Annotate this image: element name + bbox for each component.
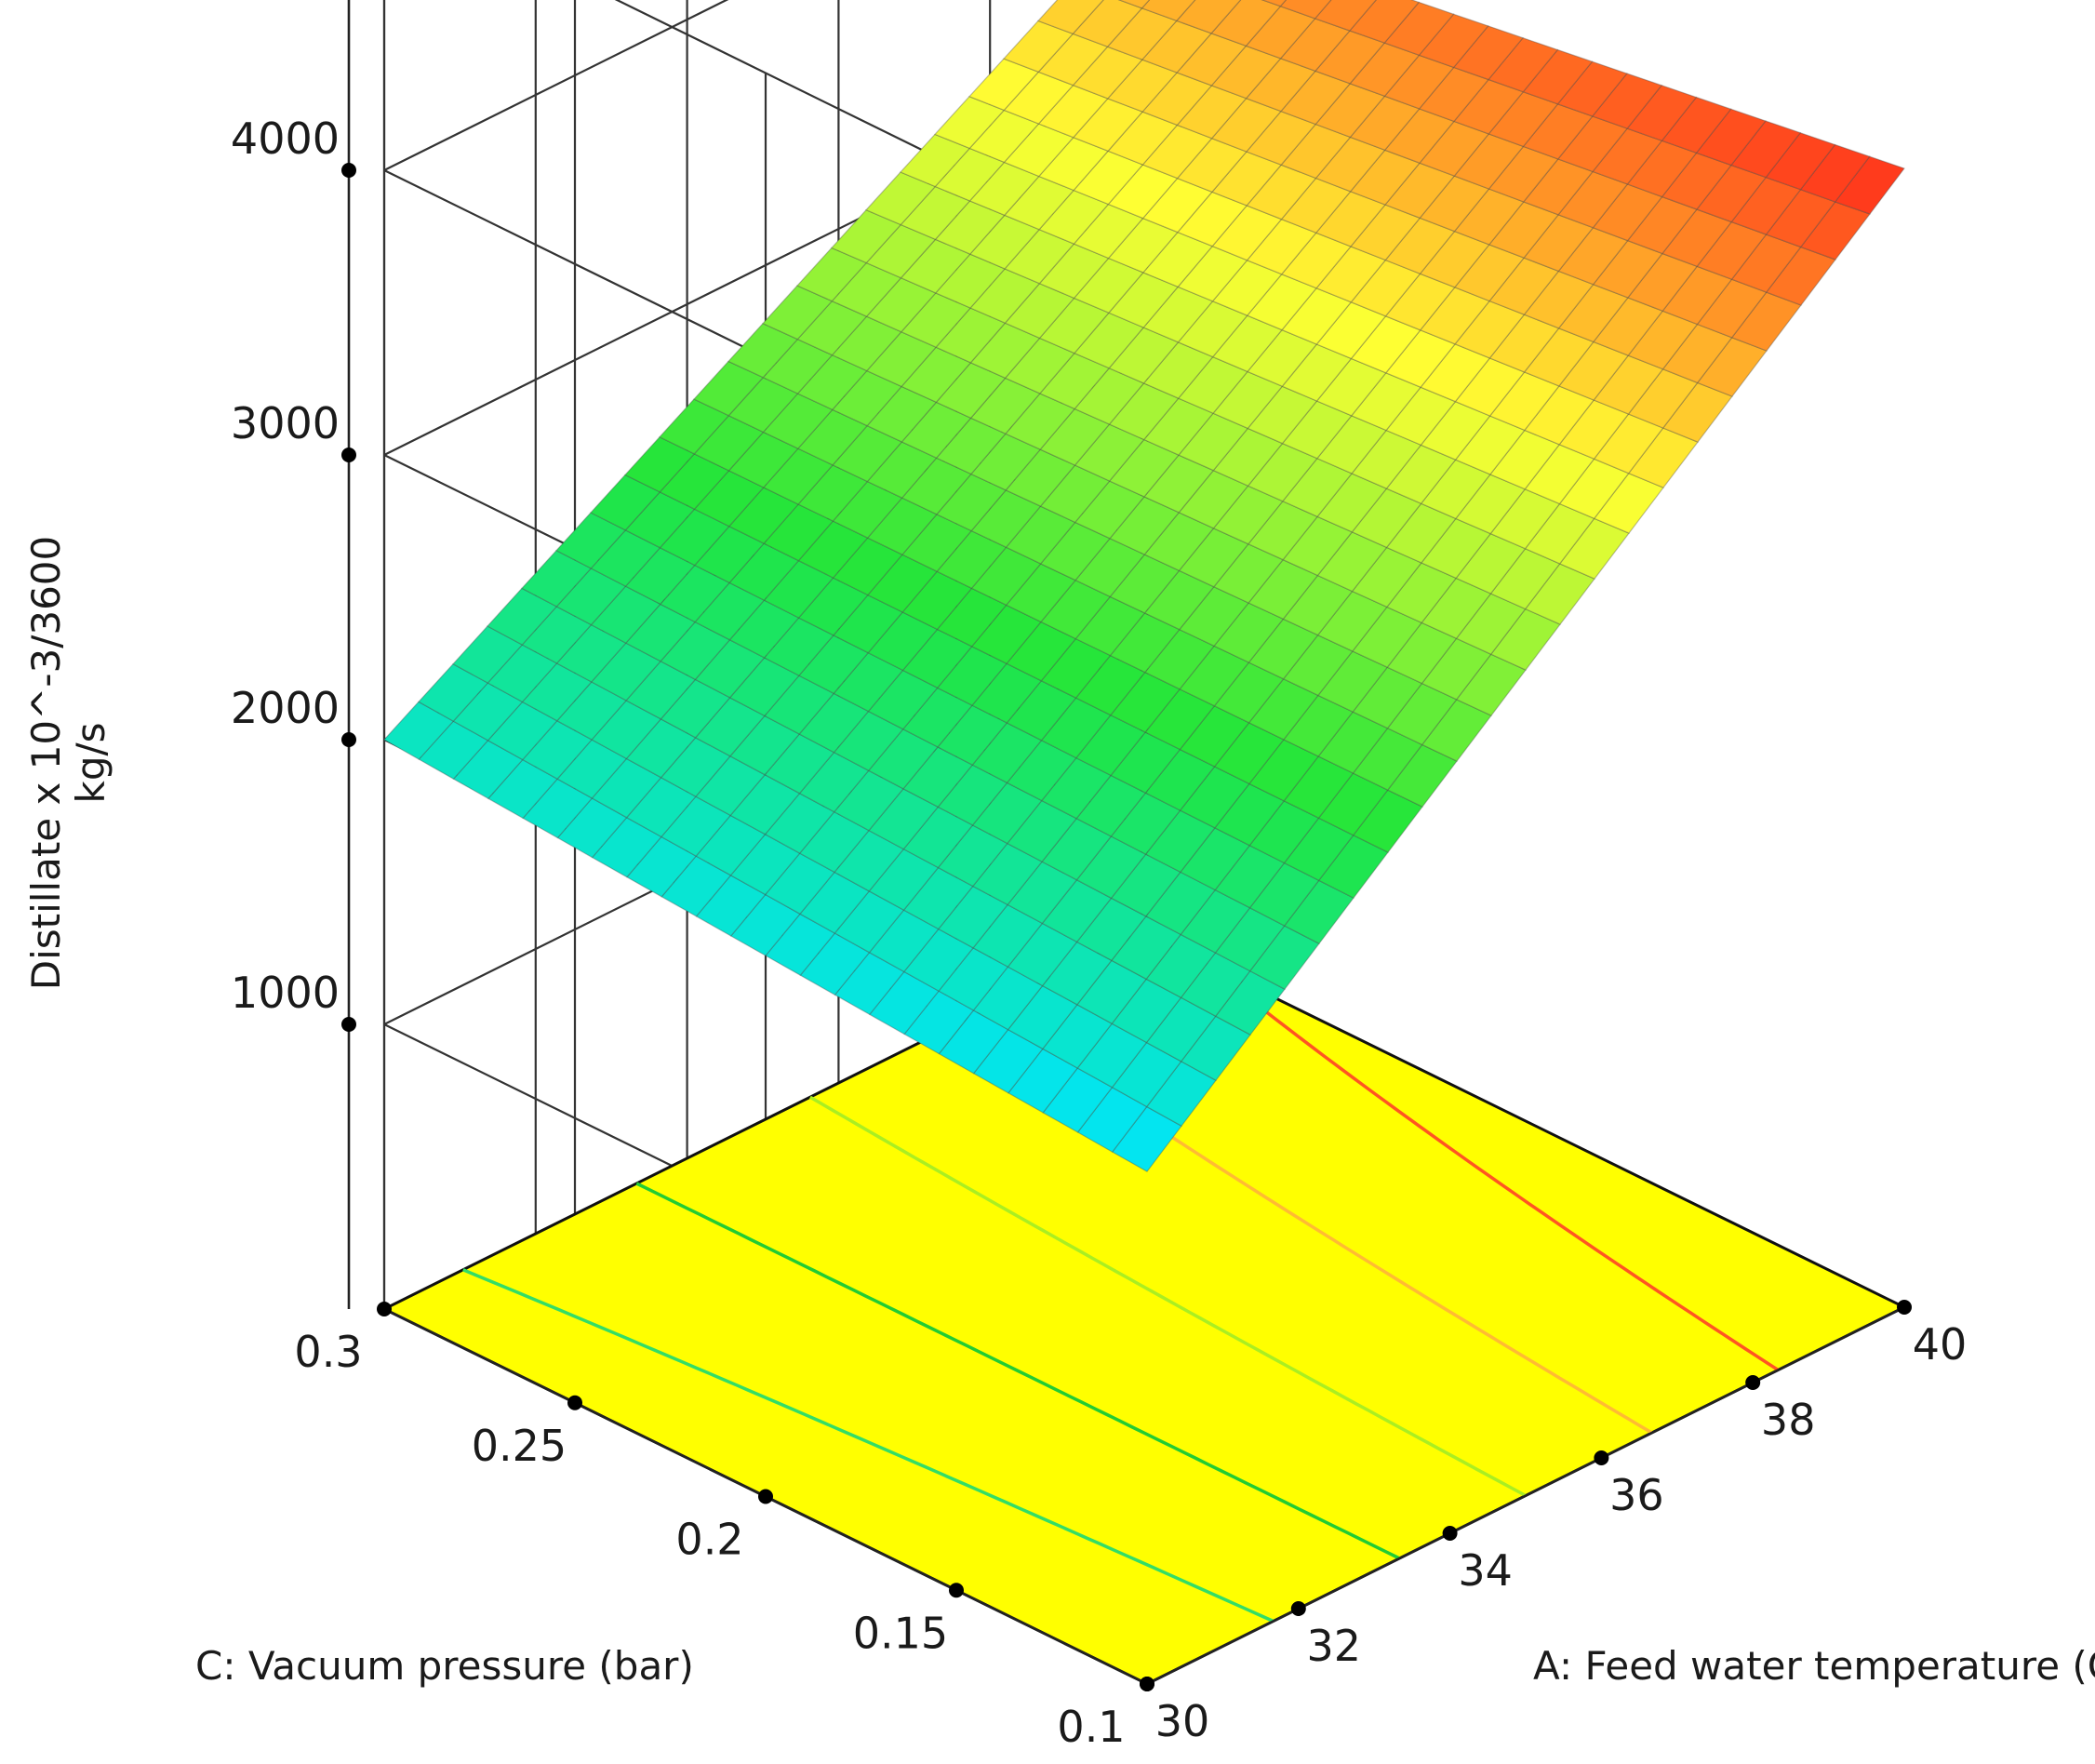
y-tick-label: 0.2 [675,1515,743,1565]
surface-cell [1314,0,1377,32]
surface-cell [1141,0,1196,22]
z-tick-dot [341,1017,356,1032]
y-tick-label: 0.1 [1057,1702,1125,1752]
x-tick-label: 40 [1913,1319,1968,1370]
y-tick-dot [949,1583,964,1598]
y-axis-label: C: Vacuum pressure (bar) [195,1643,694,1689]
z-tick-label: 4000 [231,114,340,164]
surface-cell [1279,0,1332,20]
surface-cell [1072,0,1143,47]
x-tick-label: 30 [1155,1696,1210,1746]
y-tick-dot [567,1395,582,1410]
surface-cell [1261,0,1288,7]
x-tick-label: 38 [1761,1395,1816,1445]
y-tick-dot [377,1302,392,1316]
x-tick-label: 32 [1307,1621,1362,1671]
surface-cell [1348,0,1421,44]
z-tick-dot [341,732,356,747]
surface-cell [1175,0,1242,34]
contour-line [809,1095,1527,1498]
x-axis-line [1146,1305,1905,1686]
surface-cell [1036,0,1104,35]
y-tick-label: 0.15 [853,1608,948,1658]
z-axis-label: Distillate x 10^-3/3600 [23,536,69,991]
y-tick-label: 0.3 [294,1327,362,1377]
z-tick-dot [341,448,356,462]
z-axis-label-unit: kg/s [68,722,113,803]
x-tick-dot [1745,1375,1761,1390]
y-tick-dot [758,1489,773,1504]
z-tick-dot [341,163,356,178]
x-tick-label: 36 [1609,1470,1664,1520]
y-tick-label: 0.25 [472,1421,567,1471]
contour-line [1204,962,1780,1371]
axis-labels: Distillate x 10^-3/3600 kg/s A: Feed wat… [23,536,2095,1689]
x-tick-dot [1290,1601,1306,1616]
response-surface [383,0,1905,1172]
z-tick-label: 1000 [231,968,340,1018]
x-axis-label: A: Feed water temperature (C) [1533,1643,2095,1689]
y-tick-dot [1140,1677,1154,1691]
x-tick-dot [1594,1450,1609,1465]
z-tick-label: 2000 [231,683,340,733]
contour-line [635,1182,1401,1560]
surface-cell [1117,0,1151,9]
x-tick-dot [1442,1526,1458,1541]
x-tick-label: 34 [1458,1545,1513,1596]
x-tick-dot [1897,1300,1912,1315]
grid-line [383,0,729,171]
tick-labels: 30 32 34 36 38 40 0.1 0.15 0.2 0.25 0.3 1000 2000 300… [231,114,1968,1752]
z-tick-label: 3000 [231,398,340,448]
contour-line [462,1268,1274,1624]
surface-cell [1210,0,1282,47]
